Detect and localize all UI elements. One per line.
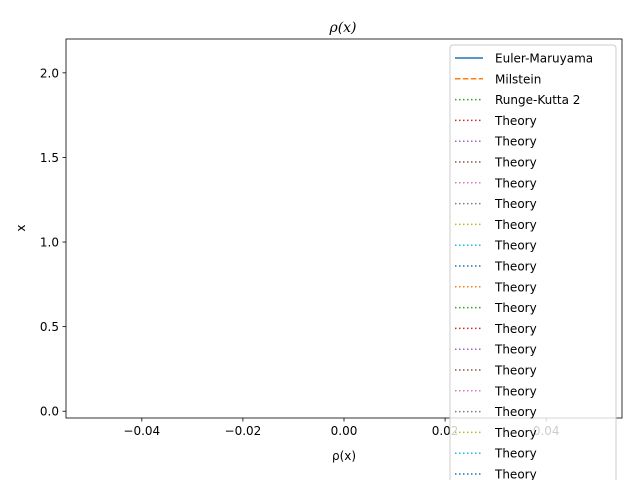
- legend-entry-label: Theory: [494, 260, 537, 274]
- legend: Euler-Maruyama Milstein Runge-Kutta 2 Theor…: [449, 44, 617, 480]
- x-tick-label: −0.04: [123, 424, 160, 438]
- y-tick-label: 2.0: [40, 66, 59, 80]
- chart-title: ρ(x): [328, 20, 356, 36]
- x-axis-label: ρ(x): [332, 449, 356, 463]
- y-tick-label: 1.5: [40, 151, 59, 165]
- x-tick-label: 0.00: [331, 424, 358, 438]
- legend-entry-label: Theory: [494, 135, 537, 149]
- legend-entry-label: Theory: [494, 156, 537, 170]
- legend-entry-label: Theory: [494, 343, 537, 357]
- legend-entry-label: Theory: [494, 197, 537, 211]
- legend-entry-label: Milstein: [495, 72, 541, 86]
- legend-entry-label: Theory: [494, 384, 537, 398]
- y-axis-label: x: [14, 224, 28, 231]
- legend-entry-label: Theory: [494, 405, 537, 419]
- y-tick-label: 1.0: [40, 236, 59, 250]
- legend-entry-label: Runge-Kutta 2: [495, 93, 580, 107]
- legend-entry-label: Theory: [494, 301, 537, 315]
- legend-entry-label: Theory: [494, 426, 537, 440]
- legend-entry-label: Theory: [494, 447, 537, 461]
- x-tick-label: −0.02: [225, 424, 262, 438]
- legend-entry-label: Theory: [494, 468, 537, 480]
- legend-entry-label: Theory: [494, 218, 537, 232]
- legend-entry-label: Theory: [494, 280, 537, 294]
- y-tick-label: 0.0: [40, 405, 59, 419]
- y-tick-label: 0.5: [40, 320, 59, 334]
- legend-entry-label: Theory: [494, 364, 537, 378]
- legend-entry-label: Theory: [494, 322, 537, 336]
- legend-entry-label: Euler-Maruyama: [495, 52, 593, 66]
- legend-entry-label: Theory: [494, 114, 537, 128]
- legend-box: [449, 44, 617, 480]
- legend-entry-label: Theory: [494, 239, 537, 253]
- legend-entry-label: Theory: [494, 176, 537, 190]
